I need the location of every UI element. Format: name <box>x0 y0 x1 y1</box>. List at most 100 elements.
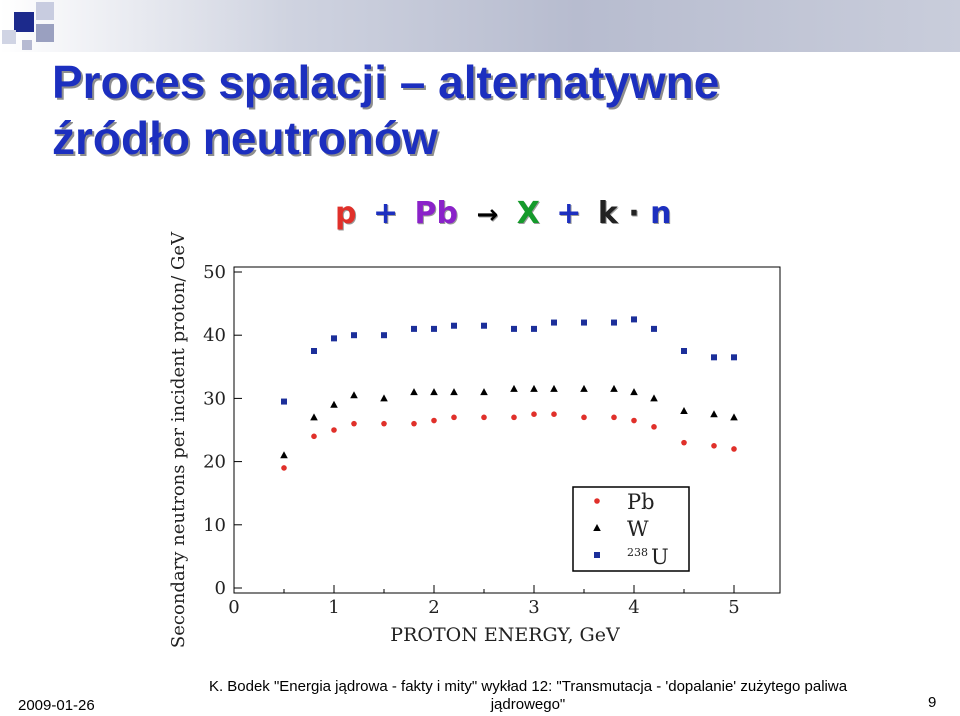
legend-label: W <box>627 517 649 541</box>
data-point-238u <box>451 322 457 329</box>
slide-title: Proces spalacji – alternatywne źródło ne… <box>52 54 932 166</box>
data-point-pb <box>681 439 687 446</box>
x-tick-label: 3 <box>528 597 539 618</box>
data-point-pb <box>311 433 317 440</box>
chart-svg: 0 1 2 3 4 5 0 10 20 30 40 50 PROTON ENERGY, GeV Se… <box>168 231 781 648</box>
reaction-arrow: → <box>476 200 499 230</box>
reaction-lead: Pb <box>414 196 458 231</box>
data-point-pb <box>511 414 517 421</box>
data-point-w <box>410 388 418 396</box>
data-point-pb <box>431 417 437 424</box>
data-point-238u <box>411 325 417 332</box>
data-point-238u <box>481 322 487 329</box>
slide-title-line1: Proces spalacji – alternatywne <box>52 56 720 108</box>
data-point-pb <box>451 414 457 421</box>
data-point-pb <box>651 424 657 430</box>
data-point-pb <box>531 411 537 417</box>
data-point-w <box>680 407 688 415</box>
decor-square-light <box>36 2 54 20</box>
decor-square-mid <box>36 24 54 42</box>
data-point-w <box>380 394 388 402</box>
decor-square-small <box>22 40 32 50</box>
slide-title-line2: źródło neutronów <box>52 112 438 164</box>
y-tick-label: 30 <box>203 388 226 409</box>
plot-frame <box>233 266 781 594</box>
legend-marker <box>593 524 601 531</box>
data-point-238u <box>551 319 557 326</box>
data-point-pb <box>711 443 717 449</box>
data-point-238u <box>531 325 537 332</box>
legend-marker <box>594 552 600 558</box>
data-point-w <box>650 394 658 402</box>
data-point-pb <box>731 446 737 452</box>
x-tick-label: 4 <box>628 597 639 618</box>
x-tick-label: 1 <box>328 597 339 618</box>
data-point-238u <box>581 319 587 326</box>
data-point-pb <box>581 414 587 421</box>
data-point-pb <box>381 420 387 427</box>
data-point-w <box>580 384 588 392</box>
data-point-pb <box>351 420 357 427</box>
neutron-yield-chart: 0 1 2 3 4 5 0 10 20 30 40 50 PROTON ENERGY, GeV Se… <box>160 225 800 655</box>
x-tick-label: 0 <box>228 597 239 618</box>
footer-date: 2009-01-26 <box>18 697 95 714</box>
reaction-formula: p + Pb → X + k · n <box>335 196 672 236</box>
y-tick-label: 0 <box>215 578 226 599</box>
data-point-238u <box>351 332 357 339</box>
legend-label: Pb <box>627 490 655 514</box>
page-number: 9 <box>928 694 937 711</box>
reaction-dot: · <box>628 196 640 231</box>
reaction-neutron: n <box>650 196 672 231</box>
y-axis-label: Secondary neutrons per incident proton/ … <box>168 231 189 648</box>
decor-square-large <box>14 12 34 32</box>
data-point-pb <box>281 465 287 471</box>
data-point-pb <box>611 414 617 421</box>
reaction-plus: + <box>372 196 399 231</box>
data-point-238u <box>731 354 737 361</box>
reaction-k: k <box>597 196 618 231</box>
x-tick-label: 2 <box>428 597 439 618</box>
x-tick-label: 5 <box>728 597 739 618</box>
data-point-w <box>510 384 518 392</box>
data-point-w <box>280 451 288 459</box>
data-point-pb <box>411 420 417 427</box>
data-point-w <box>730 413 738 421</box>
data-point-238u <box>611 319 617 326</box>
y-tick-label: 20 <box>203 452 226 473</box>
x-axis-label: PROTON ENERGY, GeV <box>390 624 620 646</box>
legend-label: U <box>651 545 669 569</box>
data-point-238u <box>281 398 287 405</box>
data-point-pb <box>481 414 487 421</box>
data-point-238u <box>711 354 717 361</box>
data-point-238u <box>431 325 437 332</box>
data-point-w <box>610 384 618 392</box>
data-point-pb <box>631 417 637 424</box>
legend-label-superscript: 238 <box>627 546 648 559</box>
data-point-238u <box>311 348 317 354</box>
data-point-w <box>450 388 458 396</box>
decor-square-light <box>2 30 16 44</box>
data-point-w <box>550 384 558 392</box>
data-point-w <box>350 391 358 399</box>
data-point-w <box>530 384 538 392</box>
data-point-238u <box>511 325 517 332</box>
legend-box <box>572 486 690 572</box>
y-tick-label: 40 <box>203 325 226 346</box>
data-point-w <box>480 388 488 396</box>
data-point-w <box>630 388 638 396</box>
data-point-238u <box>651 325 657 332</box>
data-point-w <box>310 413 318 421</box>
header-gradient-bar <box>0 0 960 52</box>
data-point-238u <box>331 335 337 342</box>
reaction-proton: p <box>335 196 357 231</box>
data-point-w <box>430 388 438 396</box>
data-point-pb <box>331 427 337 433</box>
reaction-x: X <box>516 196 540 231</box>
data-point-238u <box>381 332 387 339</box>
footer-source: K. Bodek "Energia jądrowa - fakty i mity… <box>208 678 848 713</box>
legend-marker <box>594 498 600 504</box>
data-point-w <box>330 400 338 408</box>
y-tick-label: 50 <box>203 262 226 283</box>
data-point-pb <box>551 411 557 417</box>
data-point-238u <box>681 348 687 354</box>
